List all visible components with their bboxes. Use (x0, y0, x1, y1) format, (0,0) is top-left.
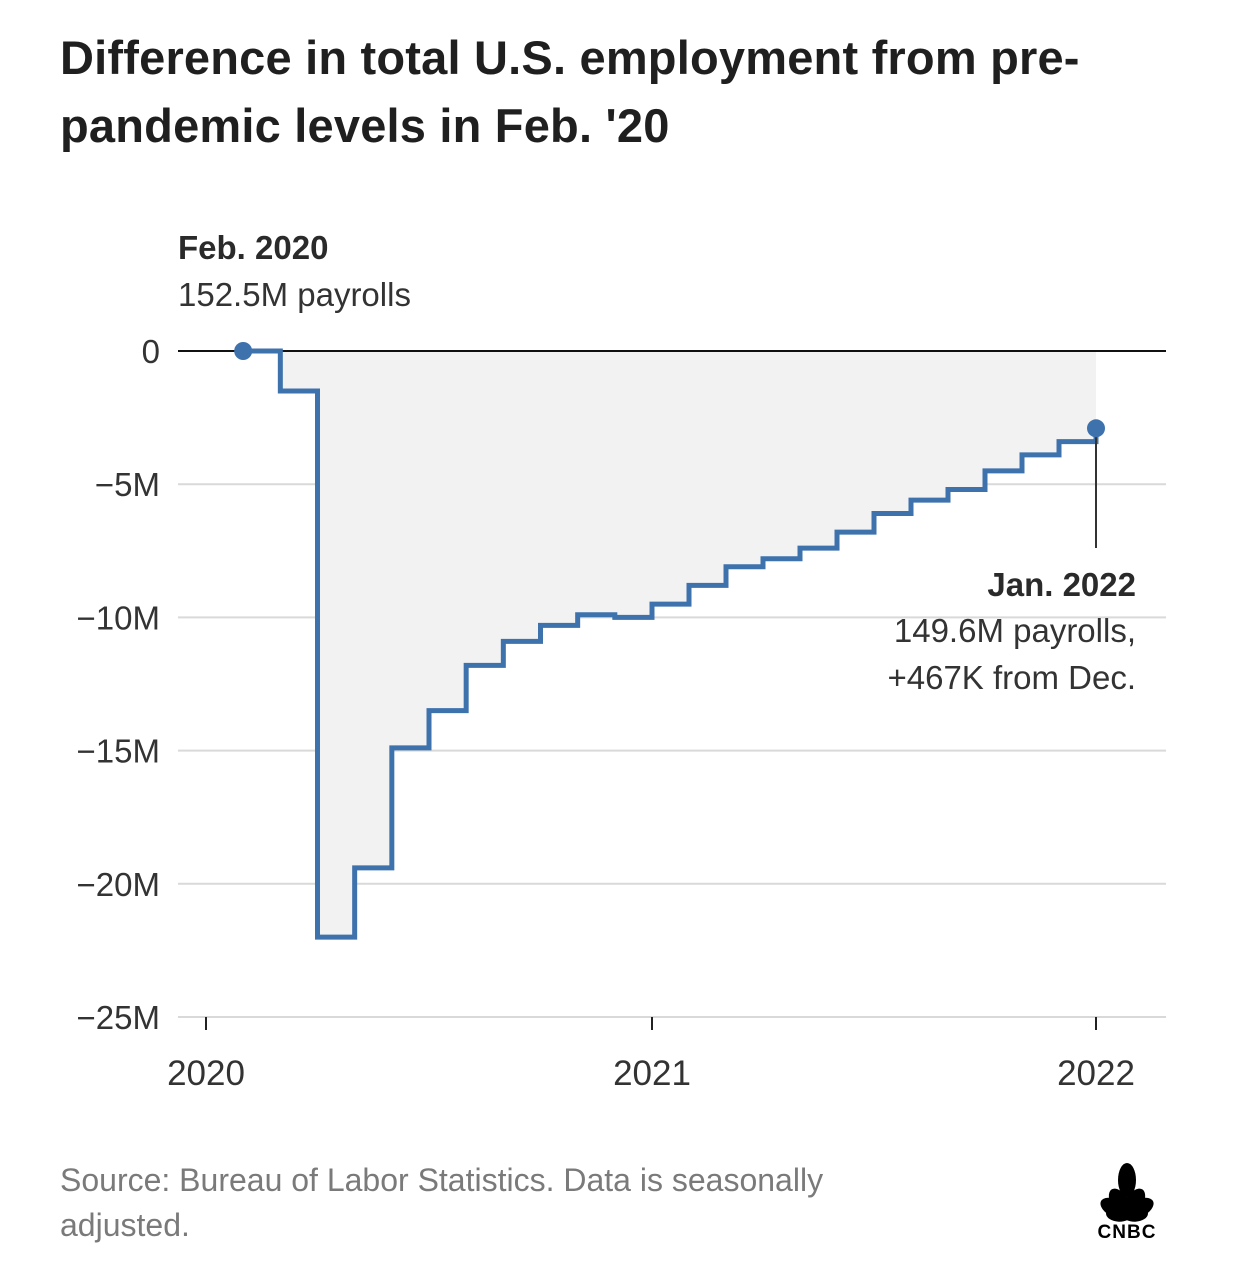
y-tick-label: 0 (142, 333, 160, 370)
y-tick-label: −5M (95, 466, 160, 503)
x-axis: 2020 2021 2022 (167, 1016, 1166, 1093)
peacock-icon (1100, 1163, 1154, 1222)
step-line-chart: 0 −5M −10M −15M −20M −25M 2020 2021 2022 Feb. 2… (77, 229, 1166, 1093)
jan-2022-annotation-line2: +467K from Dec. (887, 659, 1136, 696)
y-tick-label: −20M (77, 866, 160, 903)
y-tick-label: −10M (77, 599, 160, 636)
y-tick-label: −25M (77, 999, 160, 1036)
x-tick-label: 2022 (1057, 1054, 1135, 1093)
employment-deficit-area (243, 351, 1096, 938)
feb-2020-annotation-text: 152.5M payrolls (178, 276, 411, 313)
jan-2022-annotation-title: Jan. 2022 (987, 566, 1136, 603)
chart-title: Difference in total U.S. employment from… (60, 31, 1080, 152)
cnbc-logo-text: CNBC (1098, 1222, 1157, 1242)
employment-difference-line (243, 348, 1099, 940)
jan-2022-point (1087, 419, 1105, 438)
x-tick-label: 2021 (613, 1054, 691, 1093)
source-note: Source: Bureau of Labor Statistics. Data… (60, 1162, 824, 1243)
x-tick-label: 2020 (167, 1054, 245, 1093)
jan-2022-annotation-line1: 149.6M payrolls, (894, 612, 1136, 649)
feb-2020-annotation-title: Feb. 2020 (178, 229, 328, 266)
y-tick-label: −15M (77, 733, 160, 770)
y-axis-tick-labels: 0 −5M −10M −15M −20M −25M (77, 333, 160, 1036)
cnbc-peacock-logo: CNBC (1098, 1163, 1157, 1242)
feb-2020-point (234, 342, 253, 360)
